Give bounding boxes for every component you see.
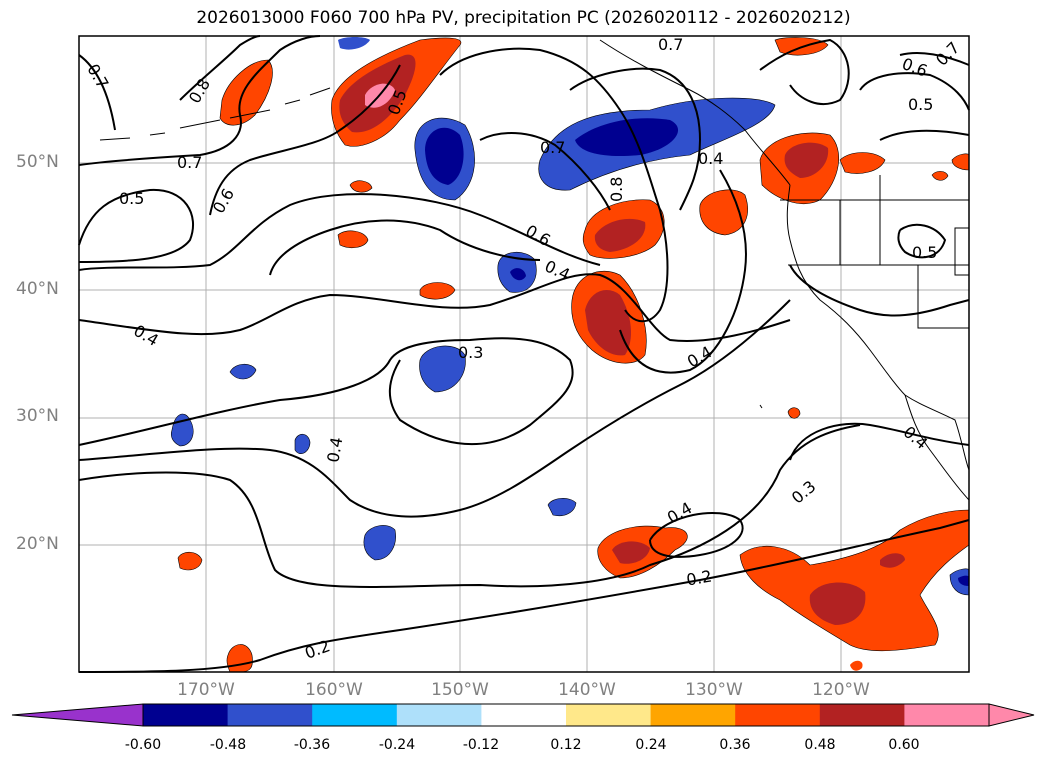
contour-label: 0.7 (658, 35, 683, 54)
colorbar-frame (142, 703, 990, 727)
colorbar-tick: -0.48 (209, 737, 247, 753)
lat-label: 50°N (16, 152, 59, 172)
map-title: 2026013000 F060 700 hPa PV, precipitatio… (196, 8, 851, 28)
colorbar-tick: 0.36 (719, 737, 751, 753)
lat-label: 20°N (16, 534, 59, 554)
colorbar-tick: 0.24 (635, 737, 667, 753)
contour-label: 0.5 (912, 243, 937, 262)
colorbar-tick: -0.12 (462, 737, 500, 753)
lat-label: 30°N (16, 406, 59, 426)
contour-label: 0.4 (698, 149, 723, 168)
colorbar-bin (650, 704, 736, 726)
lon-label: 140°W (558, 680, 616, 700)
colorbar-bin (735, 704, 821, 726)
colorbar-bin (481, 704, 567, 726)
contour-label: 0.7 (540, 138, 565, 157)
colorbar-over-arrow (988, 703, 1035, 727)
colorbar-bin (819, 704, 905, 726)
contour-label: 0.4 (323, 436, 346, 464)
lat-label: 40°N (16, 279, 59, 299)
colorbar-tick: 0.48 (804, 737, 836, 753)
colorbar-tick: -0.24 (378, 737, 416, 753)
colorbar-bin (227, 704, 313, 726)
colorbar-bin (143, 704, 229, 726)
colorbar-tick: 0.12 (550, 737, 582, 753)
lon-label: 170°W (177, 680, 235, 700)
coastlines (99, 39, 970, 501)
colorbar-under-arrow (11, 703, 144, 727)
lon-label: 160°W (305, 680, 363, 700)
colorbar-bins (143, 704, 990, 726)
precip-negative (170, 37, 970, 596)
colorbar-bin (312, 704, 398, 726)
colorbar-bin (904, 704, 990, 726)
contour-label: 0.7 (177, 153, 202, 172)
contour-label: 0.5 (908, 95, 933, 114)
contour-label: 0.5 (119, 189, 144, 208)
colorbar (11, 703, 1035, 727)
map-frame (78, 35, 970, 673)
colorbar-tick: -0.36 (293, 737, 331, 753)
contour-label: 0.2 (685, 566, 713, 589)
lon-label: 120°W (812, 680, 870, 700)
lon-label: 130°W (685, 680, 743, 700)
map-plot: 0.7 0.8 0.5 0.7 0.6 0.5 0.7 0.7 0.6 0.7 … (78, 35, 970, 673)
pv-contours (78, 35, 970, 673)
contour-label: 0.8 (607, 177, 626, 202)
colorbar-bin (396, 704, 482, 726)
lon-label: 150°W (431, 680, 489, 700)
colorbar-tick: 0.60 (888, 737, 920, 753)
colorbar-bin (566, 704, 652, 726)
colorbar-tick: -0.60 (124, 737, 162, 753)
contour-label: 0.3 (458, 343, 483, 362)
